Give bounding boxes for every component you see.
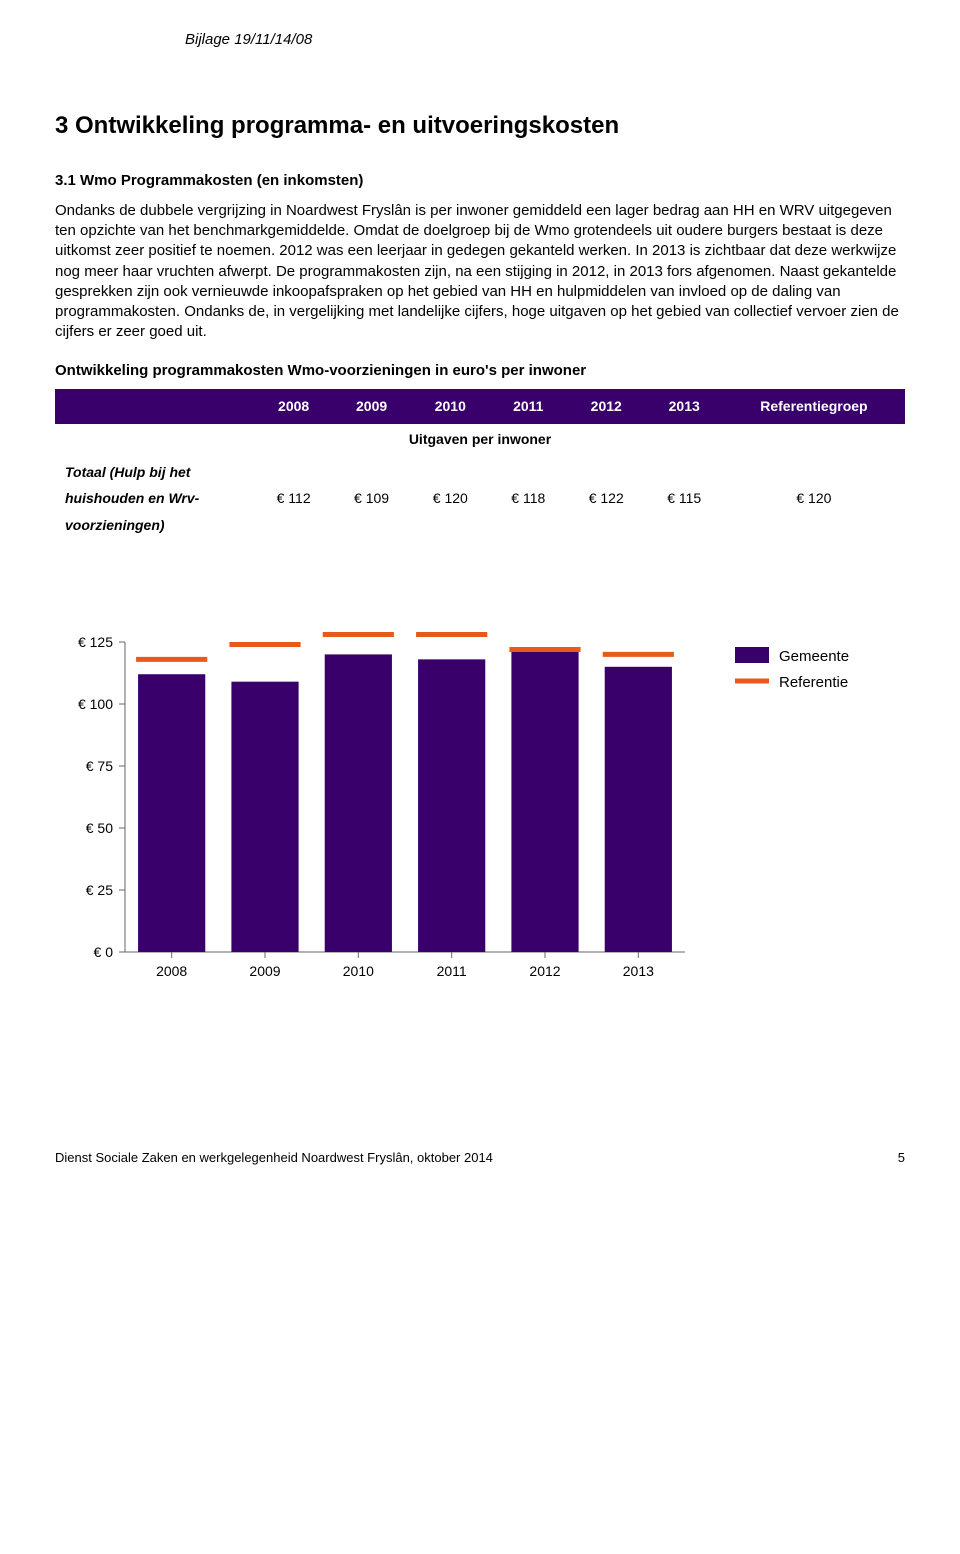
svg-text:2012: 2012 [529, 963, 560, 979]
table-row-label: Totaal (Hulp bij het huishouden en Wrv-v… [55, 455, 255, 543]
footer-left: Dienst Sociale Zaken en werkgelegenheid … [55, 1149, 493, 1167]
table-row: Totaal (Hulp bij het huishouden en Wrv-v… [55, 455, 905, 543]
svg-text:€ 50: € 50 [86, 820, 113, 836]
table-col-blank [55, 389, 255, 424]
svg-text:Gemeente: Gemeente [779, 648, 849, 665]
svg-text:€ 100: € 100 [78, 696, 113, 712]
svg-text:€ 125: € 125 [78, 634, 113, 650]
svg-text:2011: 2011 [437, 963, 467, 979]
svg-text:€ 75: € 75 [86, 758, 113, 774]
cost-chart: € 0 € 25 € 50 € 75 € 100 € 125 2008 2009 2010 201… [55, 622, 905, 1018]
table-col-ref: Referentiegroep [723, 389, 905, 424]
svg-text:2008: 2008 [156, 963, 187, 979]
table-subheader: Uitgaven per inwoner [55, 424, 905, 455]
table-col-2008: 2008 [255, 389, 332, 424]
svg-text:Referentie: Referentie [779, 674, 848, 691]
table-subheader-row: Uitgaven per inwoner [55, 424, 905, 455]
svg-text:€ 0: € 0 [94, 944, 114, 960]
table-col-2013: 2013 [646, 389, 723, 424]
page-footer: Dienst Sociale Zaken en werkgelegenheid … [55, 1149, 905, 1167]
table-cell: € 120 [411, 455, 490, 543]
footer-right: 5 [898, 1149, 905, 1167]
svg-text:2009: 2009 [249, 963, 280, 979]
svg-text:2010: 2010 [343, 963, 374, 979]
header-reference: Bijlage 19/11/14/08 [185, 30, 905, 50]
table-col-2011: 2011 [490, 389, 567, 424]
table-cell: € 109 [332, 455, 411, 543]
section-body: Ondanks de dubbele vergrijzing in Noardw… [55, 201, 905, 343]
svg-text:€ 25: € 25 [86, 882, 113, 898]
svg-text:2013: 2013 [623, 963, 654, 979]
table-col-2009: 2009 [332, 389, 411, 424]
table-col-2012: 2012 [567, 389, 646, 424]
table-cell: € 112 [255, 455, 332, 543]
section-subtitle: 3.1 Wmo Programmakosten (en inkomsten) [55, 171, 905, 191]
table-caption: Ontwikkeling programmakosten Wmo-voorzie… [55, 361, 905, 381]
table-header-row: 2008 2009 2010 2011 2012 2013 Referentie… [55, 389, 905, 424]
table-cell: € 118 [490, 455, 567, 543]
table-cell: € 115 [646, 455, 723, 543]
bar-chart-svg: € 0 € 25 € 50 € 75 € 100 € 125 2008 2009 2010 201… [55, 622, 905, 1012]
section-title: 3 Ontwikkeling programma- en uitvoerings… [55, 110, 905, 142]
table-cell: € 122 [567, 455, 646, 543]
table-cell: € 120 [723, 455, 905, 543]
cost-table: 2008 2009 2010 2011 2012 2013 Referentie… [55, 389, 905, 543]
table-col-2010: 2010 [411, 389, 490, 424]
